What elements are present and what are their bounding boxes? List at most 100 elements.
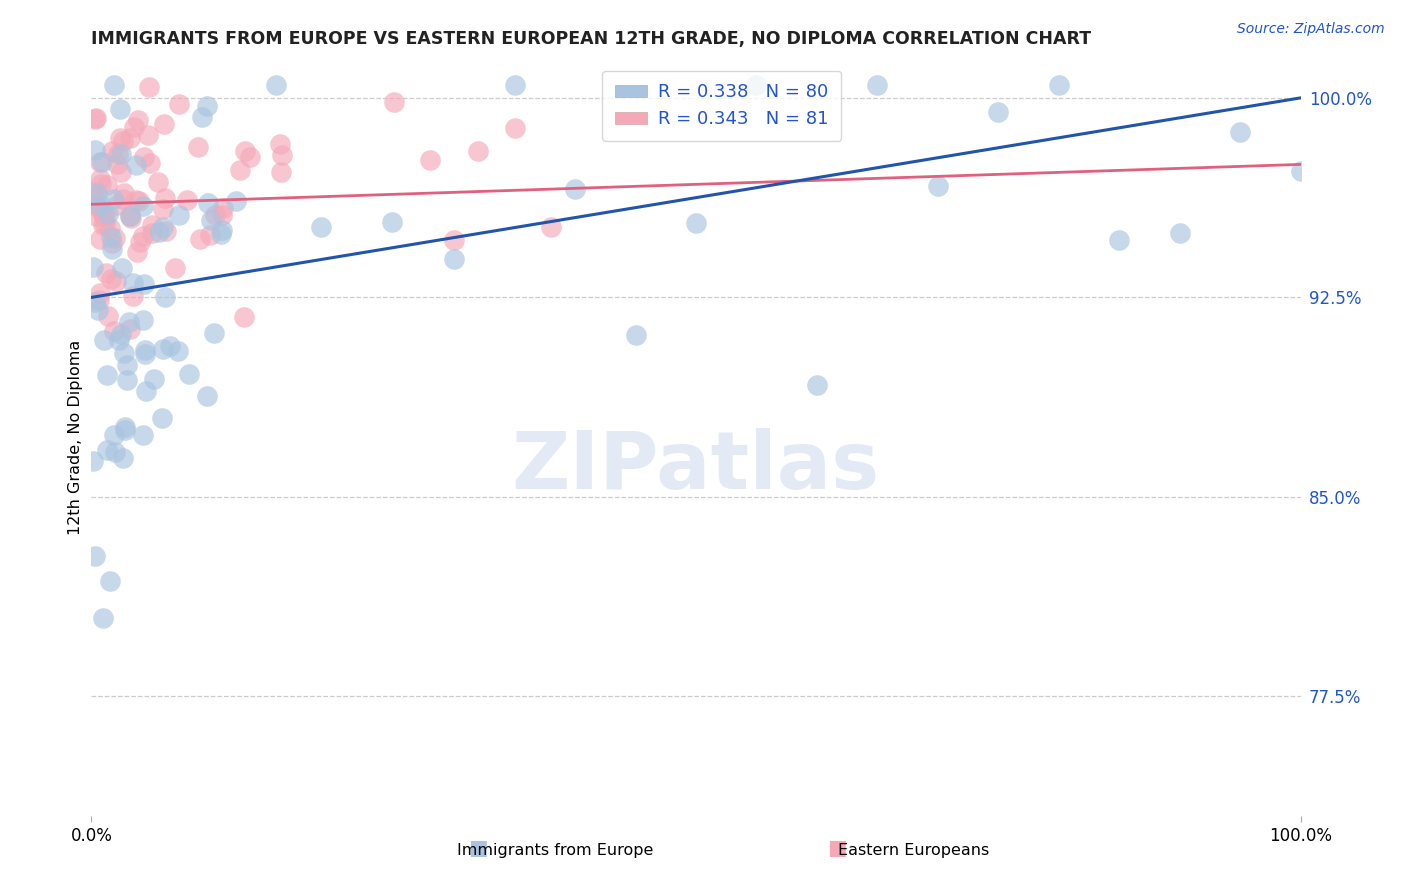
Point [96,443,118,458]
Point [111,134,134,148]
Point [1229,125,1251,139]
Text: ■: ■ [827,838,846,858]
Point [927,178,949,193]
Point [96,368,118,383]
Point [110,102,132,116]
Point [1289,164,1312,178]
Point [122,120,145,134]
Point [103,445,125,459]
Point [1047,78,1070,92]
Point [93,333,115,347]
Point [89,172,111,186]
Point [540,219,562,234]
Point [209,227,232,241]
Point [111,451,134,466]
Point [503,121,526,136]
Point [132,427,155,442]
Point [624,327,647,342]
Point [112,186,135,201]
Point [176,193,198,207]
Point [142,371,165,385]
Point [118,131,141,145]
Point [152,220,174,235]
Point [120,211,142,226]
Point [211,208,233,222]
Point [309,219,332,234]
Point [270,164,292,178]
Point [212,202,235,216]
Point [91,218,114,232]
Point [108,333,131,347]
Point [443,252,465,266]
Point [101,235,124,250]
Point [89,286,111,301]
Point [125,158,148,172]
Point [271,148,294,162]
Point [169,97,191,112]
Point [195,389,218,403]
Point [101,242,124,256]
Point [83,186,105,200]
Point [111,192,134,206]
Point [202,326,225,340]
Point [87,303,110,318]
Point [153,191,176,205]
Point [111,261,134,276]
Point [118,322,141,336]
Point [167,343,190,358]
Text: IMMIGRANTS FROM EUROPE VS EASTERN EUROPEAN 12TH GRADE, NO DIPLOMA CORRELATION CH: IMMIGRANTS FROM EUROPE VS EASTERN EUROPE… [91,30,1091,48]
Point [121,276,143,290]
Point [84,143,107,157]
Point [200,213,222,227]
Point [165,260,187,275]
Point [105,275,128,289]
Point [87,200,110,214]
Point [129,235,152,249]
Point [96,309,118,323]
Point [155,224,177,238]
Point [83,549,105,564]
Point [197,99,219,113]
Text: Immigrants from Europe: Immigrants from Europe [457,843,654,858]
Point [204,208,226,222]
Point [141,219,163,233]
Point [264,78,287,92]
Point [114,420,136,434]
Point [132,198,155,212]
Point [233,310,256,324]
Point [98,574,121,588]
Point [382,95,405,109]
Point [139,156,162,170]
Point [82,260,104,274]
Point [84,209,107,223]
Point [467,145,489,159]
Point [197,196,219,211]
Point [134,343,156,358]
Point [198,227,221,242]
Point [443,234,465,248]
Point [1108,233,1130,247]
Point [94,266,117,280]
Point [87,293,110,307]
Point [96,178,118,192]
Point [118,209,141,223]
Point [987,105,1010,120]
Point [141,227,163,241]
Point [152,117,174,131]
Point [233,145,256,159]
Point [100,272,122,286]
Point [134,277,156,292]
Point [105,198,128,212]
Point [91,155,114,169]
Point [866,78,889,92]
Point [98,220,121,235]
Point [685,216,707,230]
Point [115,373,138,387]
Point [191,110,214,124]
Point [103,78,125,92]
Point [127,113,149,128]
Point [89,154,111,169]
Point [136,128,159,142]
Point [89,232,111,246]
Point [118,315,141,329]
